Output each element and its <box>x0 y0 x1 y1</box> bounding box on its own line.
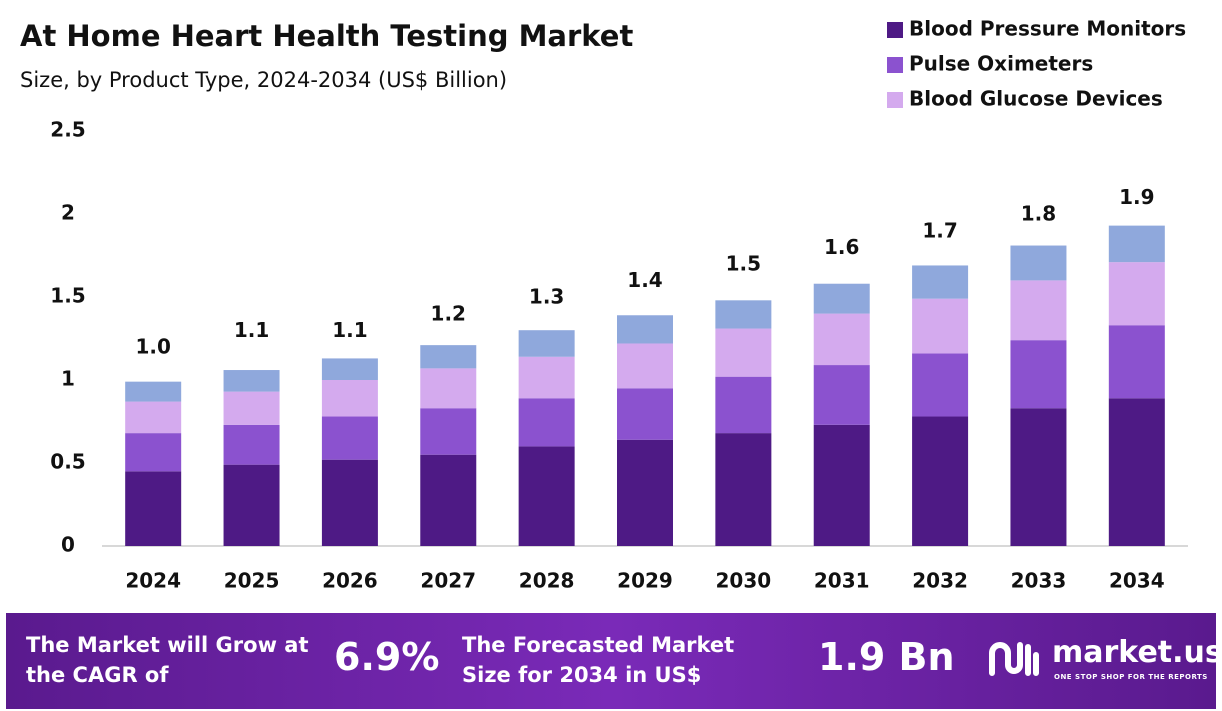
bar-segment <box>1108 262 1165 326</box>
bar-segment <box>125 381 182 402</box>
bar-segment <box>715 328 772 377</box>
x-tick-label: 2029 <box>617 569 673 593</box>
chart: At Home Heart Health Testing Market Size… <box>20 17 1188 593</box>
bar-segment <box>617 439 673 546</box>
bar-segment <box>912 265 969 299</box>
y-tick-label: 0.5 <box>50 450 85 474</box>
x-tick-label: 2032 <box>912 569 968 593</box>
total-label: 1.2 <box>431 301 466 325</box>
x-tick-label: 2028 <box>519 569 575 593</box>
y-tick-label: 0 <box>61 533 75 557</box>
total-label: 1.4 <box>627 268 662 292</box>
bar-segment <box>420 408 477 455</box>
legend-swatch <box>887 92 903 108</box>
bar-segment <box>518 330 575 357</box>
bar-segment <box>321 416 378 460</box>
bar-segment <box>617 388 673 440</box>
bar-segment <box>813 313 870 366</box>
total-label: 1.1 <box>234 318 269 342</box>
cagr-value: 6.9% <box>334 635 440 679</box>
cagr-text: The Market will Grow at the CAGR of <box>26 633 309 687</box>
legend-swatch <box>887 22 903 38</box>
bar-segment <box>321 459 378 546</box>
total-label: 1.8 <box>1021 202 1056 226</box>
chart-title: At Home Heart Health Testing Market <box>20 19 633 53</box>
bar-segment <box>321 358 378 380</box>
total-label: 1.5 <box>726 252 761 276</box>
brand: market.us <box>1052 635 1222 670</box>
bar-segment <box>1010 280 1067 341</box>
bar-segment <box>813 283 870 314</box>
forecast-text: The Forecasted Market Size for 2034 in U… <box>462 633 735 687</box>
legend-label: Pulse Oximeters <box>909 52 1093 76</box>
bar-segment <box>518 356 575 399</box>
bar-segment <box>223 391 280 425</box>
x-tick-label: 2024 <box>125 569 181 593</box>
total-label: 1.7 <box>922 218 957 242</box>
total-label: 1.6 <box>824 235 859 259</box>
bar-segment <box>518 446 575 546</box>
total-label: 1.0 <box>135 335 170 359</box>
y-tick-label: 1 <box>61 367 75 391</box>
forecast-value: 1.9 Bn <box>818 635 955 679</box>
x-tick-label: 2034 <box>1109 569 1165 593</box>
x-tick-label: 2026 <box>322 569 378 593</box>
legend-swatch <box>887 57 903 73</box>
bar-segment <box>912 298 969 354</box>
bar-segment <box>1010 408 1067 546</box>
bar-segment <box>813 424 870 546</box>
bar-segment <box>1108 398 1165 546</box>
bar-segment <box>125 401 182 434</box>
y-tick-label: 2 <box>61 201 75 225</box>
x-tick-label: 2025 <box>224 569 280 593</box>
bar-segment <box>125 471 182 546</box>
total-label: 1.1 <box>332 318 367 342</box>
x-tick-label: 2030 <box>716 569 772 593</box>
bar-segment <box>1108 325 1165 399</box>
bar-segment <box>321 380 378 417</box>
bar-segment <box>715 300 772 329</box>
brand-logo <box>989 642 1039 676</box>
bar-segment <box>518 398 575 447</box>
x-tick-label: 2033 <box>1011 569 1067 593</box>
bar-segment <box>420 368 477 409</box>
y-tick-label: 2.5 <box>50 118 85 142</box>
brand-tagline: ONE STOP SHOP FOR THE REPORTS <box>1054 673 1208 681</box>
bar-segment <box>223 424 280 465</box>
footer-banner: The Market will Grow at the CAGR of 6.9%… <box>6 613 1222 709</box>
x-tick-label: 2027 <box>420 569 476 593</box>
bar-segment <box>1108 225 1165 263</box>
bar-segment <box>715 376 772 434</box>
bar-segment <box>223 464 280 546</box>
bar-segment <box>420 345 477 369</box>
bar-segment <box>1010 340 1067 409</box>
chart-subtitle: Size, by Product Type, 2024-2034 (US$ Bi… <box>20 68 507 92</box>
bar-segment <box>223 370 280 392</box>
legend-label: Blood Pressure Monitors <box>909 17 1186 41</box>
legend-label: Blood Glucose Devices <box>909 87 1163 111</box>
bar-segment <box>125 433 182 472</box>
y-tick-label: 1.5 <box>50 284 85 308</box>
bar-segment <box>912 353 969 417</box>
bar-segment <box>813 365 870 425</box>
bar-segment <box>420 454 477 546</box>
bar-segment <box>1010 245 1067 281</box>
bar-segment <box>912 416 969 546</box>
bar-segment <box>617 343 673 389</box>
total-label: 1.9 <box>1119 185 1154 209</box>
total-label: 1.3 <box>529 285 564 309</box>
bar-segment <box>617 315 673 344</box>
bar-segment <box>715 433 772 546</box>
x-tick-label: 2031 <box>814 569 870 593</box>
